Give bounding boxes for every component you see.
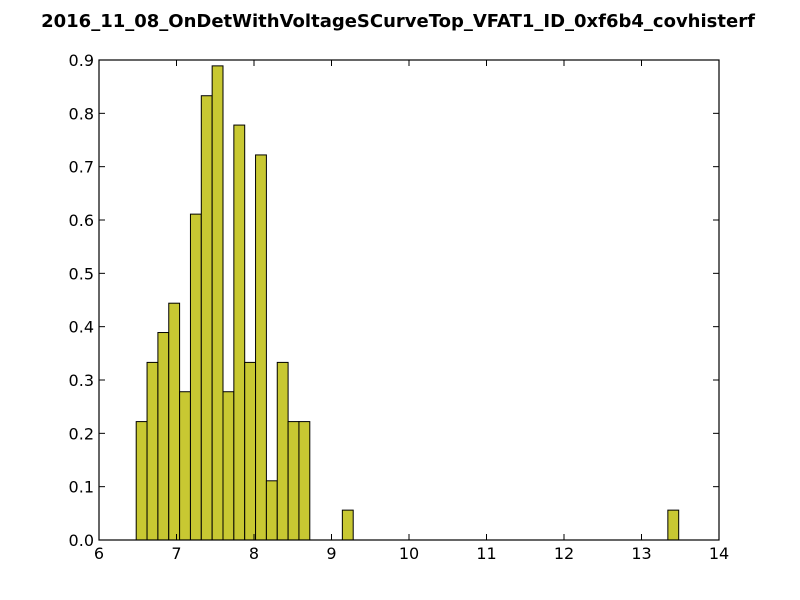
histogram-bar xyxy=(287,421,300,541)
histogram-bar xyxy=(179,391,191,541)
histogram-bar xyxy=(244,361,257,541)
x-tick-label: 14 xyxy=(709,544,729,563)
y-tick-label: 0.6 xyxy=(69,211,94,230)
bars-group xyxy=(135,65,680,541)
ticks-group: 6 7 8 9 10 11 12 13 14 0.0 0.1 0.2 0.3 0.4 0.5 0.6 0.7 0.… xyxy=(69,51,730,563)
y-tick-label: 0.9 xyxy=(69,51,94,70)
y-tick-label: 0.3 xyxy=(69,371,94,390)
x-tick-label: 11 xyxy=(476,544,496,563)
histogram-bar xyxy=(276,361,289,541)
histogram-bar xyxy=(200,95,213,541)
histogram-bar xyxy=(298,421,311,541)
y-tick-label: 0.2 xyxy=(69,424,94,443)
histogram-bar xyxy=(265,480,278,541)
x-tick-label: 6 xyxy=(94,544,104,563)
plot-frame xyxy=(98,59,720,541)
histogram-bar xyxy=(233,124,246,541)
x-tick-label: 12 xyxy=(554,544,574,563)
chart-title: 2016_11_08_OnDetWithVoltageSCurveTop_VFA… xyxy=(41,11,755,32)
y-tick-label: 0.1 xyxy=(69,478,94,497)
histogram-bar xyxy=(667,509,680,541)
histogram-bar xyxy=(168,302,181,541)
histogram-bar xyxy=(146,361,159,541)
y-tick-label: 0.4 xyxy=(69,318,94,337)
histogram-bar xyxy=(189,213,202,541)
y-tick-label: 0.0 xyxy=(69,531,94,550)
histogram-bar xyxy=(341,509,354,541)
y-tick-label: 0.5 xyxy=(69,264,94,283)
histogram-bar xyxy=(222,391,235,541)
histogram-bar xyxy=(135,421,148,541)
y-tick-label: 0.7 xyxy=(69,158,94,177)
x-tick-label: 7 xyxy=(171,544,181,563)
histogram-bar xyxy=(255,154,267,541)
y-tick-label: 0.8 xyxy=(69,104,94,123)
histogram-bar xyxy=(211,65,224,541)
x-tick-label: 9 xyxy=(326,544,336,563)
histogram-bar xyxy=(157,332,170,541)
x-tick-label: 10 xyxy=(399,544,419,563)
x-tick-label: 8 xyxy=(249,544,259,563)
x-tick-label: 13 xyxy=(631,544,651,563)
